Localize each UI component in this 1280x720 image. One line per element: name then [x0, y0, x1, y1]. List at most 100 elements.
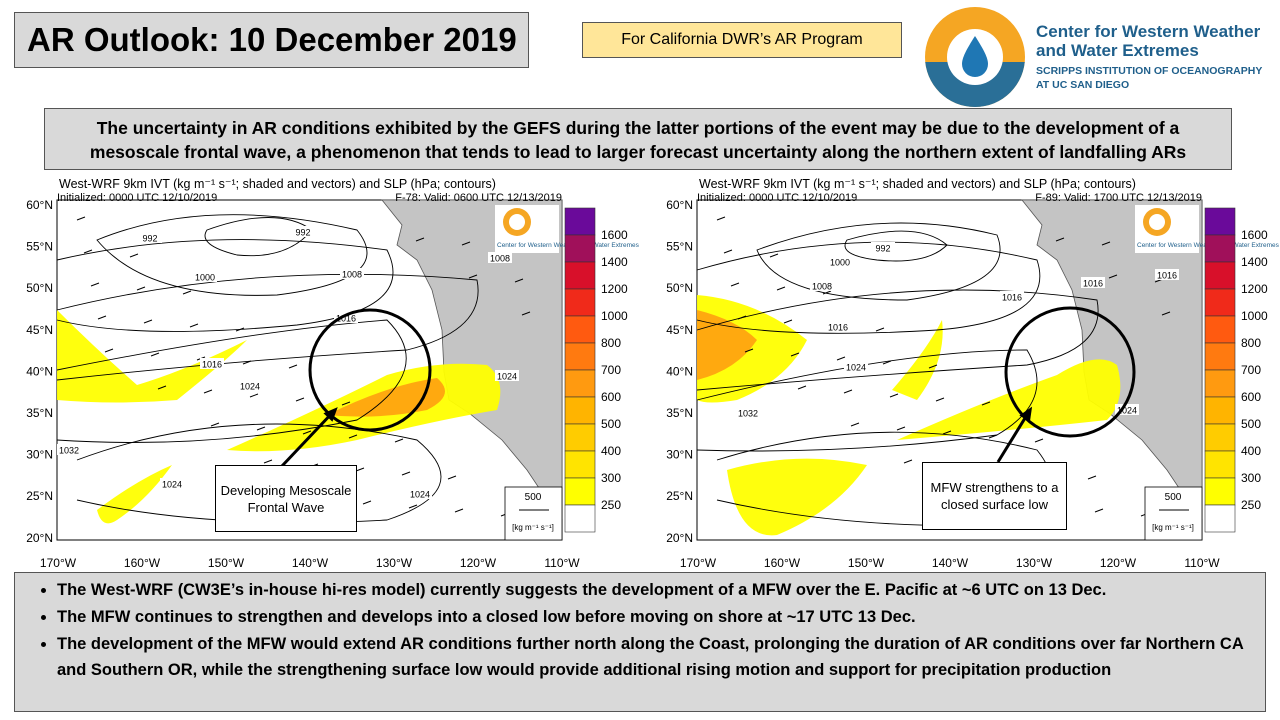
contour-label-bg — [495, 370, 519, 381]
lon-label: 160°W — [124, 556, 161, 570]
colorbar-swatch — [1204, 207, 1236, 236]
program-label: For California DWR’s AR Program — [582, 22, 902, 58]
ivt-vector — [136, 286, 146, 291]
lat-label: 20°N — [26, 531, 53, 545]
ivt-shading — [727, 458, 867, 536]
contour-label: 1008 — [342, 270, 362, 280]
ivt-vector — [1094, 508, 1104, 513]
colorbar-swatch — [1204, 234, 1236, 263]
bullet-box: The West-WRF (CW3E’s in-house hi-res mod… — [14, 572, 1266, 712]
ivt-vector — [882, 360, 892, 365]
annotation: MFW strengthens to a closed surface low — [922, 462, 1067, 530]
vector-key-unit: [kg m⁻¹ s⁻¹] — [512, 523, 554, 532]
summary: The uncertainty in AR conditions exhibit… — [44, 108, 1232, 170]
colorbar-swatch — [1204, 342, 1236, 371]
contour-label-bg — [334, 312, 358, 323]
lon-label: 130°W — [376, 556, 413, 570]
colorbar-label: 500 — [1241, 417, 1261, 431]
ivt-vector — [129, 253, 139, 258]
lon-label: 170°W — [680, 556, 717, 570]
ivt-vector — [468, 274, 478, 279]
lon-label: 170°W — [40, 556, 77, 570]
ivt-vector — [210, 422, 220, 427]
lon-label: 110°W — [544, 556, 580, 570]
ivt-vector — [90, 282, 100, 287]
contour-label: 1024 — [240, 382, 260, 392]
colorbar-label: 300 — [1241, 471, 1261, 485]
ivt-vector — [355, 467, 365, 472]
contour-label: 1024 — [846, 363, 866, 373]
contour-label-bg — [488, 252, 512, 263]
ivt-vector — [514, 278, 524, 283]
ivt-vector — [744, 348, 754, 353]
slp-contour — [696, 241, 1041, 334]
colorbar-label: 800 — [601, 336, 621, 350]
ivt-vector — [447, 475, 457, 480]
vector-key — [504, 486, 563, 541]
colorbar-label: 800 — [1241, 336, 1261, 350]
contour-label-bg — [1000, 291, 1024, 302]
ivt-vector — [302, 430, 312, 435]
contour-label-bg — [828, 256, 852, 267]
map-title: West-WRF 9km IVT (kg m⁻¹ s⁻¹; shaded and… — [699, 177, 1136, 191]
ivt-vector — [189, 323, 199, 328]
lat-label: 35°N — [26, 406, 53, 420]
ivt-shading — [57, 310, 247, 403]
ivt-vector — [1101, 241, 1111, 246]
colorbar-label: 1600 — [1241, 228, 1268, 242]
contour-label: 1024 — [410, 490, 430, 500]
ivt-vector — [981, 401, 991, 406]
logo-drop — [962, 36, 988, 77]
ivt-vector — [730, 282, 740, 287]
ivt-shading — [897, 359, 1121, 440]
contour-label-bg — [736, 407, 760, 418]
colorbar-swatch — [1204, 261, 1236, 290]
lon-label: 110°W — [1184, 556, 1220, 570]
colorbar-label: 250 — [601, 498, 621, 512]
logo-name: Center for Western Weather — [1036, 22, 1261, 41]
lon-label: 150°W — [848, 556, 885, 570]
ivt-vector — [97, 315, 107, 320]
slp-contour — [96, 214, 368, 296]
inset-logo-core — [1149, 214, 1165, 230]
map-title: West-WRF 9km IVT (kg m⁻¹ s⁻¹; shaded and… — [59, 177, 496, 191]
contour-label: 1016 — [1157, 271, 1177, 281]
ivt-vector — [157, 385, 167, 390]
contour-label: 1016 — [1002, 293, 1022, 303]
contour-label: 1008 — [812, 282, 832, 292]
contour-label-bg — [844, 361, 868, 372]
contour-label-bg — [57, 444, 81, 455]
contour-label-bg — [291, 226, 315, 237]
contour-label: 1016 — [828, 323, 848, 333]
inset-logo-core — [509, 214, 525, 230]
colorbar-label: 400 — [601, 444, 621, 458]
ivt-vector — [249, 393, 259, 398]
lat-label: 45°N — [26, 323, 53, 337]
ivt-vector — [1108, 274, 1118, 279]
colorbar-label: 400 — [1241, 444, 1261, 458]
map-init: Initialized: 0000 UTC 12/10/2019 — [697, 192, 857, 204]
logo-sub: SCRIPPS INSTITUTION OF OCEANOGRAPHY — [1036, 65, 1262, 77]
ivt-vector — [295, 397, 305, 402]
map-panel: 992 992 1000 1008 1008 1016 1016 1024 1032 1024 10… — [56, 199, 640, 541]
ivt-shading — [97, 465, 172, 524]
map-valid: F-89: Valid: 1700 UTC 12/13/2019 — [1035, 192, 1202, 204]
annotation: Developing Mesoscale Frontal Wave — [215, 465, 357, 532]
colorbar-label: 600 — [601, 390, 621, 404]
colorbar-swatch — [564, 207, 596, 236]
ivt-vector — [723, 249, 733, 254]
slp-contour — [56, 319, 407, 443]
bullet-list: The West-WRF (CW3E’s in-house hi-res mod… — [25, 577, 1255, 683]
contour-label: 1016 — [336, 314, 356, 324]
ivt-vector — [454, 508, 464, 513]
cw3e-logo: Center for Western Weather and Water Ext… — [925, 7, 1262, 108]
arrow-head — [323, 407, 338, 422]
ivt-vector — [415, 237, 425, 242]
contour-label: 1024 — [1117, 406, 1137, 416]
bullet: The West-WRF (CW3E’s in-house hi-res mod… — [57, 577, 1255, 603]
colorbar-label: 300 — [601, 471, 621, 485]
colorbar-swatch — [564, 288, 596, 317]
ivt-vector — [769, 253, 779, 258]
vector-key-unit: [kg m⁻¹ s⁻¹] — [1152, 523, 1194, 532]
vector-key-value: 500 — [1165, 492, 1182, 503]
